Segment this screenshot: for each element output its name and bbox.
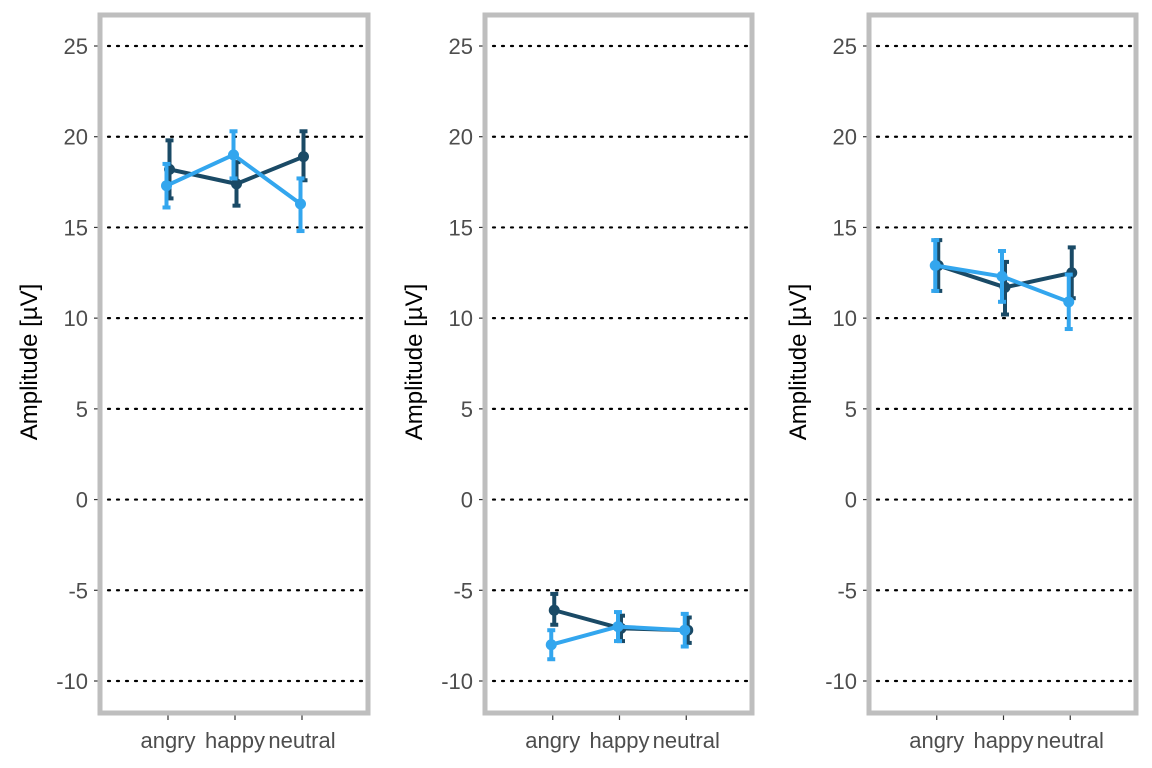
chart-panel-3: -10 -5 0 5 10 15 20 25 angry happy neutral Amplitud… — [785, 12, 1139, 753]
y-tick-label: 10 — [64, 306, 88, 331]
x-tick-label: angry — [140, 728, 195, 753]
x-tick-label: angry — [909, 728, 964, 753]
y-tick-label: -10 — [825, 669, 857, 694]
series-2 — [545, 610, 691, 662]
y-axis-title: Amplitude [µV] — [401, 284, 428, 441]
data-point — [231, 178, 242, 190]
y-tick-label: 10 — [449, 306, 473, 331]
x-tick-label: neutral — [268, 728, 335, 753]
y-tick-label: 10 — [833, 306, 857, 331]
data-point — [545, 639, 557, 651]
y-tick-label: -5 — [453, 578, 473, 603]
y-tick-label: 25 — [449, 34, 473, 59]
y-axis-title: Amplitude [µV] — [785, 284, 812, 441]
data-point — [548, 604, 560, 616]
y-axis-title: Amplitude [µV] — [16, 284, 43, 441]
data-point — [295, 198, 306, 210]
x-tick-label: angry — [525, 728, 580, 753]
y-tick-label: -5 — [68, 578, 88, 603]
y-tick-label: 20 — [833, 125, 857, 150]
data-point — [679, 624, 691, 636]
y-tick-label: 15 — [833, 215, 857, 240]
chart-panel-2: -10 -5 0 5 10 15 20 25 angry happy neutral Amplitud… — [401, 12, 755, 753]
y-tick-label: -5 — [837, 578, 857, 603]
y-tick-label: 0 — [461, 488, 473, 513]
panel-border — [97, 12, 371, 716]
y-tick-label: 0 — [845, 488, 857, 513]
x-tick-label: happy — [590, 728, 650, 753]
x-tick-label: happy — [205, 728, 265, 753]
y-tick-label: 15 — [64, 215, 88, 240]
panel-border — [482, 12, 755, 716]
y-tick-label: 5 — [76, 397, 88, 422]
y-tick-label: 25 — [833, 34, 857, 59]
y-tick-label: 0 — [76, 488, 88, 513]
data-point — [298, 151, 309, 163]
y-tick-label: 5 — [845, 397, 857, 422]
y-tick-label: -10 — [56, 669, 88, 694]
x-tick-label: happy — [974, 728, 1034, 753]
data-point — [996, 270, 1008, 282]
x-tick-label: neutral — [653, 728, 720, 753]
data-point — [1063, 296, 1075, 308]
chart-panel-1: -10 -5 0 5 10 15 20 25 angry happy neutral Amplitud… — [16, 12, 371, 753]
y-tick-label: 25 — [64, 34, 88, 59]
series-2 — [161, 129, 306, 234]
x-tick-label: neutral — [1037, 728, 1104, 753]
data-point — [929, 260, 941, 272]
y-tick-label: 20 — [64, 125, 88, 150]
y-tick-label: -10 — [441, 669, 473, 694]
y-tick-label: 20 — [449, 125, 473, 150]
series-2 — [929, 238, 1075, 332]
series-1 — [548, 591, 694, 645]
panel-border — [866, 12, 1139, 716]
y-tick-label: 15 — [449, 215, 473, 240]
data-point — [228, 149, 239, 161]
data-point — [161, 180, 172, 192]
y-tick-label: 5 — [461, 397, 473, 422]
data-point — [612, 621, 624, 633]
